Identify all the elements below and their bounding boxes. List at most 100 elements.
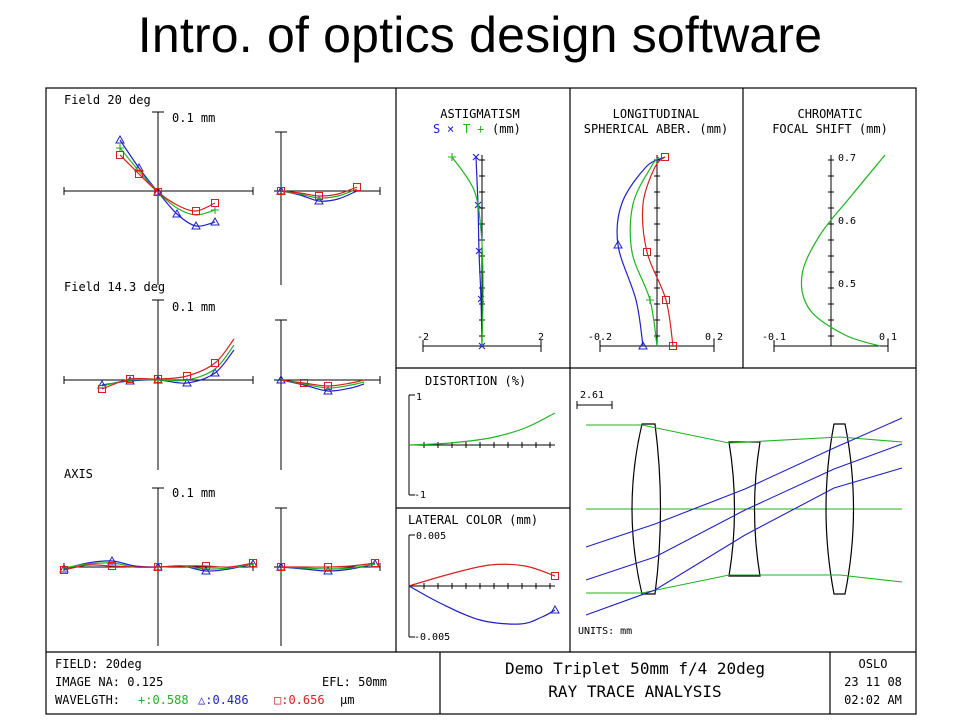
fan14-tan-blue-marker-0 xyxy=(97,379,107,389)
axis-tan-red-curve xyxy=(63,562,254,571)
lens-element-2 xyxy=(728,441,761,577)
lateral-color-ytick-top: 0.005 xyxy=(416,531,446,542)
spherical-tick-right: 0.2 xyxy=(705,332,723,343)
astigmatism-panel: ASTIGMATISM S × T + (mm) -2 2 xyxy=(417,107,544,352)
latc-red-marker-0 xyxy=(551,572,559,580)
field-scale-20deg: 0.1 mm xyxy=(172,111,215,125)
latc-blue-curve xyxy=(408,585,556,625)
fan20-sag-blue-marker-1 xyxy=(314,195,324,205)
fan14-tan-red-marker-1 xyxy=(126,375,134,383)
footer-title-1: Demo Triplet 50mm f/4 20deg xyxy=(505,659,765,678)
fan14-tan-red-marker-4 xyxy=(211,359,219,367)
lateral-color-title: LATERAL COLOR (mm) xyxy=(408,513,538,527)
lateral-color-panel: LATERAL COLOR (mm) 0.005 -0.005 xyxy=(408,513,560,643)
fan20-tan-blue-marker-4 xyxy=(191,220,201,230)
spherical-plot xyxy=(599,153,715,352)
footer-wavelength-1: +:0.588 xyxy=(138,693,189,707)
sph-red-marker-0 xyxy=(669,342,677,350)
chromatic-tick-right: 0.1 xyxy=(879,332,897,343)
fan20-tan-green-marker-1 xyxy=(211,206,219,214)
fan20-tan-red-curve xyxy=(119,154,216,212)
footer-wavelength-label: WAVELGTH: xyxy=(55,693,120,707)
axis-tan-red-marker-4 xyxy=(249,559,257,567)
lens-layout-drawing xyxy=(585,417,903,616)
spherical-aberration-panel: LONGITUDINAL SPHERICAL ABER. (mm) -0.2 0… xyxy=(584,107,728,352)
axis-tan-red-marker-2 xyxy=(154,563,162,571)
spherical-tick-left: -0.2 xyxy=(588,332,612,343)
footer-brand: OSLO xyxy=(859,657,888,671)
astig-t-green-marker-0 xyxy=(448,153,456,161)
field-label-20deg: Field 20 deg xyxy=(64,93,151,107)
footer-time: 02:02 AM xyxy=(844,693,902,707)
fan20-tan-blue-marker-0 xyxy=(115,134,125,144)
axis-sag-red-marker-1 xyxy=(324,563,332,571)
spherical-title-1: LONGITUDINAL xyxy=(613,107,700,121)
fan14-sag-blue-marker-1 xyxy=(323,385,333,395)
distortion-panel: DISTORTION (%) 1 -1 xyxy=(408,374,556,501)
footer-title-2: RAY TRACE ANALYSIS xyxy=(548,682,721,701)
lateral-color-plot xyxy=(408,534,560,638)
ray-green-lower xyxy=(586,574,903,594)
fan20-tan-green-marker-0 xyxy=(116,144,124,152)
chromatic-ytick-0-5: 0.5 xyxy=(838,279,856,290)
axis-tan-red-marker-1 xyxy=(108,562,116,570)
fan20-sag-green-curve xyxy=(280,188,358,199)
footer-date: 23 11 08 xyxy=(844,675,902,689)
distortion-plot xyxy=(408,394,556,496)
figure-frame xyxy=(45,87,917,715)
axis-sag-green-curve xyxy=(280,563,376,570)
latc-red-curve xyxy=(408,563,556,587)
fan14-tan-red-marker-2 xyxy=(154,375,162,383)
fan14-tan-red-marker-0 xyxy=(98,385,106,393)
fan14-tan-green-curve xyxy=(101,344,235,387)
lens-element-1 xyxy=(631,423,662,595)
footer-wavelength-unit: µm xyxy=(340,693,354,707)
fan20-tan-red-marker-0 xyxy=(116,151,124,159)
footer-wavelength-2: △:0.486 xyxy=(198,693,249,707)
astigmatism-tick-right: 2 xyxy=(538,332,544,343)
chromatic-title-2: FOCAL SHIFT (mm) xyxy=(772,122,888,136)
fan20-tan-red-marker-2 xyxy=(154,188,162,196)
astigmatism-legend-s: S xyxy=(433,122,440,136)
fan20-sag-red-marker-0 xyxy=(277,187,285,195)
lens-element-3 xyxy=(825,423,855,595)
field-label-axis: AXIS xyxy=(64,467,93,481)
fan14-sag-red-curve xyxy=(280,379,365,387)
ray-fan-panel: Field 20 deg 0.1 mm Field 14.3 deg 0.1 m… xyxy=(59,93,381,646)
lateral-color-ytick-bottom: -0.005 xyxy=(414,632,450,643)
sph-blue-curve xyxy=(616,156,666,347)
sph-blue-marker-0 xyxy=(638,340,648,350)
sph-green-marker-0 xyxy=(646,296,654,304)
latc-blue-marker-0 xyxy=(550,604,560,614)
fan14-sag-blue-marker-0 xyxy=(276,374,286,384)
layout-units: UNITS: mm xyxy=(578,626,632,637)
chromatic-plot xyxy=(773,154,889,352)
slide-title: Intro. of optics design software xyxy=(137,7,823,63)
footer-wavelength-3: □:0.656 xyxy=(274,693,325,707)
astigmatism-legend-unit: (mm) xyxy=(492,122,521,136)
chrom-green-curve xyxy=(800,154,886,347)
sph-green-curve xyxy=(629,156,660,347)
axis-sag-red-marker-2 xyxy=(371,559,379,567)
field-scale-axis: 0.1 mm xyxy=(172,486,215,500)
fan20-sag-blue-curve xyxy=(280,190,358,202)
footer-field: FIELD: 20deg xyxy=(55,657,142,671)
fan20-tan-red-marker-1 xyxy=(135,170,143,178)
chromatic-title-1: CHROMATIC xyxy=(797,107,862,121)
distortion-title: DISTORTION (%) xyxy=(425,374,526,388)
chromatic-ytick-0-7: 0.7 xyxy=(838,153,856,164)
axis-sag-red-curve xyxy=(281,562,376,568)
astigmatism-legend-t: T xyxy=(463,122,470,136)
fan14-tan-blue-marker-4 xyxy=(210,367,220,377)
fan14-tan-red-marker-3 xyxy=(183,372,191,380)
distortion-ytick-bottom: -1 xyxy=(414,490,426,501)
layout-scale-label: 2.61 xyxy=(580,390,604,401)
ray-green-upper xyxy=(586,424,903,444)
fan20-tan-blue-curve xyxy=(119,139,216,227)
astigmatism-plot xyxy=(422,153,542,352)
axis-tan-blue-marker-0 xyxy=(59,563,69,573)
astigmatism-title: ASTIGMATISM xyxy=(440,107,519,121)
lens-layout-panel: 2.61 UNITS: mm xyxy=(576,390,903,637)
ray-blue-lower xyxy=(585,467,903,616)
